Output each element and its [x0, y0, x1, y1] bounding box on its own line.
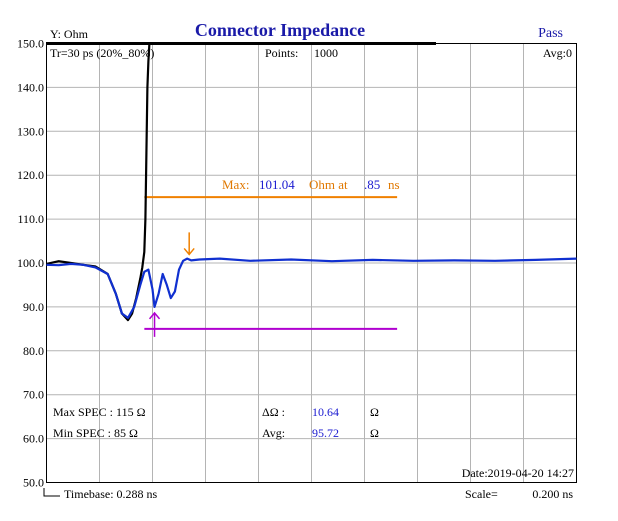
points-value: 1000 [314, 46, 338, 60]
max-time: .85 [364, 177, 380, 192]
scale-value: 0.200 ns [532, 487, 573, 501]
avg-unit: Ω [370, 426, 379, 440]
max-value: 101.04 [259, 177, 295, 192]
status-badge: Pass [538, 26, 563, 41]
max-measurement: Max: 101.04 Ohm at .85 ns [222, 177, 400, 192]
traces [46, 42, 577, 322]
y-tick-label: 140.0 [17, 80, 44, 94]
y-tick-label: 130.0 [17, 124, 44, 138]
date-label: Date:2019-04-20 14:27 [462, 466, 574, 480]
timebase-icon [43, 488, 60, 497]
y-tick-label: 50.0 [23, 476, 44, 490]
delta-value: 10.64 [312, 405, 339, 419]
y-unit-label: Y: Ohm [50, 27, 89, 41]
max-spec-label: Max SPEC : 115 Ω [53, 405, 146, 419]
min-spec-label: Min SPEC : 85 Ω [53, 426, 138, 440]
timebase-label: Timebase: 0.288 ns [64, 487, 158, 501]
delta-label: ΔΩ : [262, 405, 285, 419]
max-marker-arrow [183, 232, 195, 256]
max-prefix: Max: [222, 177, 249, 192]
max-time-unit: ns [388, 177, 400, 192]
scale-label: Scale= [465, 487, 498, 501]
y-tick-label: 90.0 [23, 300, 44, 314]
points-label: Points: [265, 46, 298, 60]
y-tick-label: 120.0 [17, 168, 44, 182]
y-tick-label: 100.0 [17, 256, 44, 270]
rise-time-label: Tr=30 ps (20%_80%) [50, 46, 154, 60]
y-tick-label: 150.0 [17, 37, 44, 51]
avg-label: Avg: [262, 426, 285, 440]
avg-value: 95.72 [312, 426, 339, 440]
y-tick-labels: 150.0 140.0 130.0 120.0 110.0 100.0 90.0 80.0 70… [17, 37, 44, 490]
y-tick-label: 110.0 [17, 212, 44, 226]
limits [144, 196, 398, 337]
avg-count-label: Avg:0 [543, 46, 572, 60]
y-tick-label: 70.0 [23, 388, 44, 402]
y-tick-label: 60.0 [23, 432, 44, 446]
delta-unit: Ω [370, 405, 379, 419]
chart-title: Connector Impedance [195, 20, 365, 40]
spec-block: Max SPEC : 115 Ω Min SPEC : 85 Ω ΔΩ : 10… [53, 405, 379, 440]
min-marker-arrow [148, 311, 161, 337]
y-tick-label: 80.0 [23, 344, 44, 358]
max-unit: Ohm at [309, 177, 348, 192]
trace-blue [46, 257, 577, 319]
